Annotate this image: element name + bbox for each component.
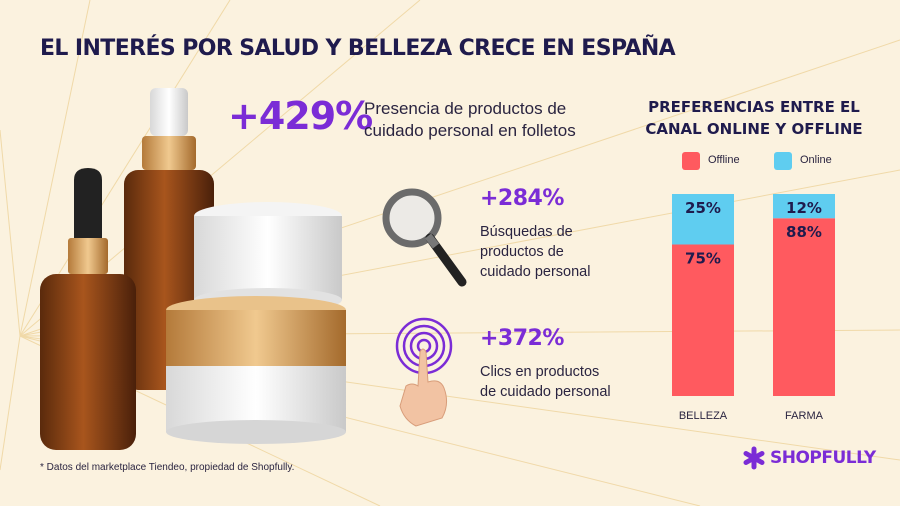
bar-online-belleza [672, 194, 734, 245]
stat-searches-value: +284% [480, 186, 564, 211]
chart-title: PREFERENCIAS ENTRE EL CANAL ONLINE Y OFF… [645, 98, 863, 138]
stat-flyers-value: +429% [228, 94, 373, 138]
category-label-farma: FARMA [785, 410, 824, 422]
stat-searches-description: Búsquedas de productos de cuidado person… [480, 222, 590, 282]
bar-offline-farma [773, 218, 835, 396]
stat-searches-line: cuidado personal [480, 264, 591, 280]
data-label-offline-belleza: 75% [685, 250, 721, 268]
asterisk-icon [743, 446, 765, 470]
legend-label-online: Online [800, 154, 832, 166]
stat-flyers-description: Presencia de productos de cuidado person… [364, 99, 576, 140]
data-label-offline-farma: 88% [786, 223, 822, 241]
stat-searches-line: Búsquedas de [480, 224, 573, 240]
beauty-products-photo [40, 88, 346, 450]
stat-searches-line: productos de [480, 244, 564, 260]
chart-plot: 75% 25% BELLEZA 88% 12% FARMA [672, 194, 835, 422]
bar-offline-belleza [672, 244, 734, 396]
page-title: EL INTERÉS POR SALUD Y BELLEZA CRECE EN … [40, 36, 676, 61]
stacked-bar-chart: 75% 25% BELLEZA 88% 12% FARMA [640, 186, 880, 426]
legend-label-offline: Offline [708, 154, 740, 166]
magnifying-glass-icon [382, 188, 467, 287]
stat-clicks-value: +372% [480, 326, 564, 351]
legend-swatch-online [774, 152, 792, 170]
stat-clicks-line: Clics en productos [480, 364, 600, 380]
data-label-online-farma: 12% [786, 199, 822, 217]
category-label-belleza: BELLEZA [679, 410, 728, 422]
stat-clicks-line: de cuidado personal [480, 384, 611, 400]
bar-online-farma [773, 194, 835, 219]
footnote: * Datos del marketplace Tiendeo, propied… [40, 462, 295, 473]
legend-swatch-offline [682, 152, 700, 170]
stat-clicks-description: Clics en productos de cuidado personal [480, 362, 611, 402]
touch-click-icon [395, 317, 453, 427]
brand-name: SHOPFULLY [770, 448, 876, 468]
data-label-online-belleza: 25% [685, 199, 721, 217]
brand-logo: SHOPFULLY [742, 446, 876, 474]
